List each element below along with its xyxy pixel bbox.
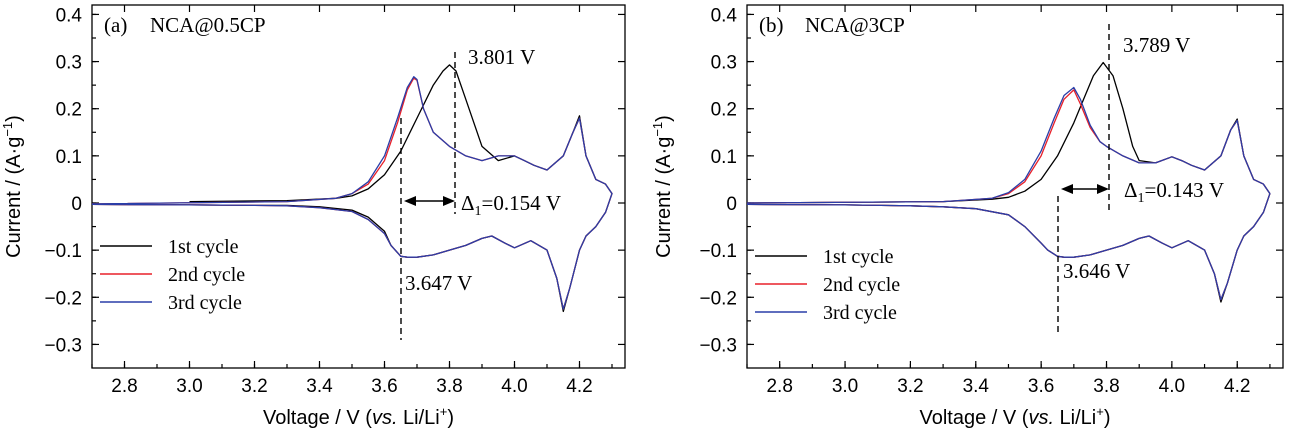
legend-label-3: 3rd cycle: [168, 292, 242, 314]
delta-label: Δ1=0.143 V: [1124, 178, 1224, 206]
y-tick-label: −0.2: [699, 288, 737, 309]
y-tick-label: 0.1: [56, 147, 82, 168]
arrow-head-right: [1097, 184, 1109, 194]
y-tick-label: 0.4: [56, 5, 83, 26]
arrow-head-left: [404, 196, 416, 206]
x-tick-label: 3.4: [306, 376, 333, 397]
y-axis-label: Current / (A·g−1): [650, 115, 675, 258]
y-tick-label: −0.3: [44, 335, 82, 356]
x-tick-label: 3.6: [1028, 376, 1054, 397]
panel-label: (a): [104, 13, 127, 37]
y-tick-label: 0.4: [711, 5, 738, 26]
y-tick-label: 0.2: [711, 100, 737, 121]
y-tick-label: 0.3: [711, 53, 737, 74]
y-tick-label: −0.1: [44, 241, 82, 262]
y-tick-label: 0: [726, 194, 737, 215]
legend-label-3: 3rd cycle: [823, 302, 897, 324]
x-tick-label: 4.2: [566, 376, 592, 397]
legend-label-1: 1st cycle: [168, 236, 239, 258]
reduction-peak-label: 3.647 V: [405, 271, 472, 295]
y-axis-label: Current / (A·g−1): [0, 115, 25, 258]
legend-label-1: 1st cycle: [823, 246, 894, 268]
x-tick-label: 4.2: [1224, 376, 1250, 397]
x-tick-label: 2.8: [766, 376, 792, 397]
x-tick-label: 3.6: [371, 376, 397, 397]
x-tick-label: 3.2: [897, 376, 923, 397]
cv-chart-a: 2.8 3.0 3.2 3.4 3.6 3.8 4.0 4.2 −0.3 −0.2 −0.1 0 0.1…: [0, 4, 626, 429]
panel-b: 2.8 3.0 3.2 3.4 3.6 3.8 4.0 4.2 −0.3 −0.2 −0.1 0 0.1…: [650, 0, 1300, 434]
plot-frame: [746, 4, 1284, 369]
y-tick-label: 0: [71, 194, 82, 215]
x-tick-label: 3.2: [241, 376, 267, 397]
x-axis-label: Voltage / V (vs. Li/Li+): [919, 404, 1110, 429]
y-tick-label: −0.2: [44, 288, 82, 309]
x-axis-label: Voltage / V (vs. Li/Li+): [263, 404, 454, 429]
legend-label-2: 2nd cycle: [823, 274, 900, 296]
x-tick-label: 3.8: [1093, 376, 1119, 397]
x-tick-label: 2.8: [111, 376, 137, 397]
series-line-3: [92, 76, 613, 310]
x-tick-label: 3.0: [832, 376, 858, 397]
reduction-peak-label: 3.646 V: [1063, 259, 1130, 283]
x-tick-label: 3.4: [963, 376, 990, 397]
oxidation-peak-label: 3.801 V: [468, 45, 535, 69]
panel-label: (b): [759, 13, 784, 37]
oxidation-peak-label: 3.789 V: [1123, 33, 1190, 57]
plot-frame: [91, 4, 626, 369]
legend-label-2: 2nd cycle: [168, 264, 245, 286]
cv-chart-b: 2.8 3.0 3.2 3.4 3.6 3.8 4.0 4.2 −0.3 −0.2 −0.1 0 0.1…: [650, 4, 1284, 429]
x-tick-label: 4.0: [501, 376, 527, 397]
chart-title: NCA@3CP: [805, 13, 905, 37]
chart-title: NCA@0.5CP: [150, 13, 266, 37]
x-tick-label: 3.0: [176, 376, 202, 397]
panel-a: 2.8 3.0 3.2 3.4 3.6 3.8 4.0 4.2 −0.3 −0.2 −0.1 0 0.1…: [0, 4, 626, 429]
y-tick-label: 0.1: [711, 147, 737, 168]
arrow-head-right: [443, 196, 455, 206]
y-tick-label: −0.1: [699, 241, 737, 262]
y-tick-label: 0.2: [56, 100, 82, 121]
y-tick-label: 0.3: [56, 53, 82, 74]
delta-label: Δ1=0.154 V: [461, 191, 561, 219]
arrow-head-left: [1061, 184, 1073, 194]
y-tick-label: −0.3: [699, 335, 737, 356]
x-tick-label: 4.0: [1159, 376, 1185, 397]
x-tick-label: 3.8: [436, 376, 462, 397]
